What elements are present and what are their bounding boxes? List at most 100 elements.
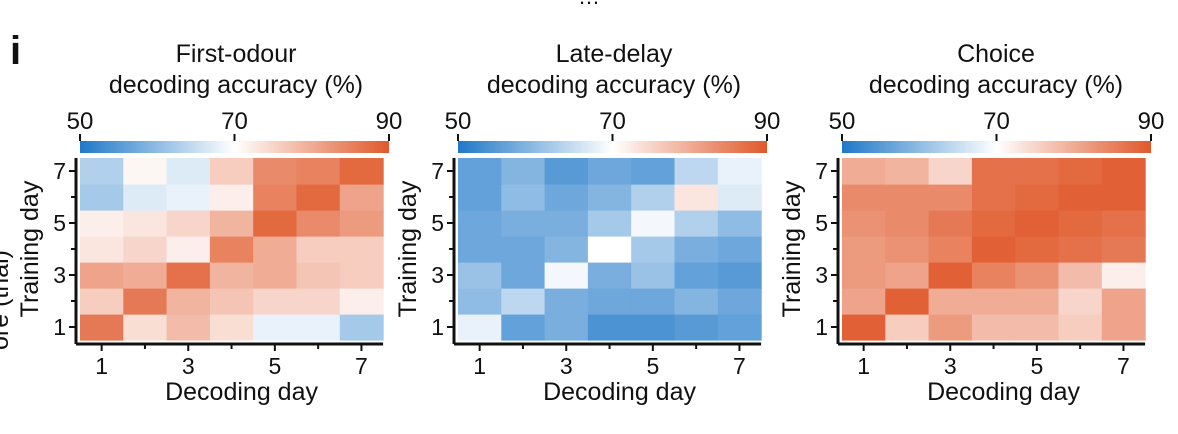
heatmap-cell (166, 184, 211, 211)
heatmap-cell (80, 158, 124, 185)
heatmap-cell (717, 210, 762, 237)
heatmap-cell (296, 158, 341, 185)
heatmap-cell (1015, 236, 1060, 263)
heatmap-cell (1101, 236, 1146, 263)
heatmap-cell (885, 210, 930, 237)
heatmap-cell (885, 262, 930, 289)
x-tick-label: 5 (1030, 353, 1043, 379)
heatmap-cell (631, 210, 676, 237)
heatmap-cell (842, 158, 886, 185)
heatmap-cell (631, 262, 676, 289)
colorbar (458, 141, 767, 153)
heatmap-cell (209, 184, 254, 211)
y-tick-label: 5 (815, 210, 828, 236)
heatmap-cell (631, 184, 676, 211)
heatmap-cell (166, 314, 211, 341)
heatmap-cell (123, 314, 168, 341)
heatmap-cell (253, 236, 298, 263)
heatmap-cell (842, 288, 886, 315)
heatmap-cell (296, 314, 341, 341)
heatmap-cell (1101, 210, 1146, 237)
heatmap-cell (458, 158, 502, 185)
heatmap-cell (166, 210, 211, 237)
top-edge-fragment: … (578, 0, 600, 9)
y-axis-label: Training day (16, 180, 44, 317)
chart-title-line: decoding accuracy (%) (487, 71, 741, 99)
heatmap-cell (253, 262, 298, 289)
heatmap-cell (253, 184, 298, 211)
heatmap-cell (123, 236, 168, 263)
x-tick-label: 7 (355, 353, 368, 379)
heatmap-cell (1058, 210, 1103, 237)
heatmap-cell (1015, 184, 1060, 211)
heatmap-cell (971, 288, 1016, 315)
heatmap-cell (674, 314, 719, 341)
heatmap-cell (842, 210, 886, 237)
heatmap-cell (80, 262, 124, 289)
heatmap-cell (1058, 236, 1103, 263)
heatmap-cell (717, 262, 762, 289)
heatmap-cell (674, 210, 719, 237)
heatmap-cell (339, 158, 384, 185)
heatmap-cell (587, 210, 632, 237)
heatmap-cell (296, 288, 341, 315)
heatmap-cell (885, 314, 930, 341)
heatmap-cell (971, 262, 1016, 289)
colorbar (842, 141, 1151, 153)
heatmap-cell (842, 262, 886, 289)
x-axis-label: Decoding day (165, 378, 318, 406)
heatmap-cell (971, 184, 1016, 211)
heatmap-cell (1015, 288, 1060, 315)
y-tick-label: 5 (431, 210, 444, 236)
heatmap-cell (80, 236, 124, 263)
heatmap-cell (209, 236, 254, 263)
heatmap-cell (209, 158, 254, 185)
heatmap-cell (123, 158, 168, 185)
heatmap-cell (123, 262, 168, 289)
y-tick-label: 1 (431, 314, 444, 340)
x-tick-label: 3 (560, 353, 573, 379)
heatmap-cell (1058, 262, 1103, 289)
heatmap-cell (458, 262, 502, 289)
heatmap-cell (717, 314, 762, 341)
colorbar-tick-label: 90 (1138, 108, 1165, 135)
heatmap-cell (80, 314, 124, 341)
heatmap-cell (928, 236, 973, 263)
chart-title-line: decoding accuracy (%) (109, 71, 363, 99)
y-tick-label: 3 (431, 262, 444, 288)
heatmap-cell (544, 158, 589, 185)
heatmap-cell (674, 236, 719, 263)
heatmap-cell (209, 210, 254, 237)
heatmap-cell (166, 262, 211, 289)
colorbar-tick-label: 90 (754, 108, 781, 135)
heatmap-cell (674, 184, 719, 211)
heatmap-cell (885, 236, 930, 263)
y-tick-label: 7 (431, 158, 444, 184)
heatmap-cell (587, 236, 632, 263)
heatmap-cell (296, 236, 341, 263)
heatmap-cell (631, 158, 676, 185)
heatmap-cell (339, 184, 384, 211)
y-tick-label: 1 (53, 314, 66, 340)
heatmap-cell (1015, 158, 1060, 185)
heatmap-cell (928, 288, 973, 315)
heatmap-panel-late-delay: Late-delay decoding accuracy (%) 50 70 90 1 3 5… (394, 40, 780, 406)
heatmap-cell (1058, 184, 1103, 211)
heatmap-cell (928, 314, 973, 341)
heatmap-cell (80, 210, 124, 237)
heatmap-cell (1058, 314, 1103, 341)
colorbar-tick-label: 50 (829, 108, 856, 135)
colorbar-tick-label: 70 (221, 108, 248, 135)
heatmap-cell (717, 158, 762, 185)
heatmap-cell (123, 288, 168, 315)
heatmap-cell (339, 262, 384, 289)
heatmap-cell (253, 210, 298, 237)
heatmap-cell (971, 158, 1016, 185)
heatmap-cell (587, 158, 632, 185)
heatmap-cell (544, 184, 589, 211)
heatmap-cell (544, 262, 589, 289)
x-axis-label: Decoding day (927, 378, 1080, 406)
chart-title-line: Choice (957, 40, 1035, 68)
panel-letter: i (10, 29, 21, 73)
